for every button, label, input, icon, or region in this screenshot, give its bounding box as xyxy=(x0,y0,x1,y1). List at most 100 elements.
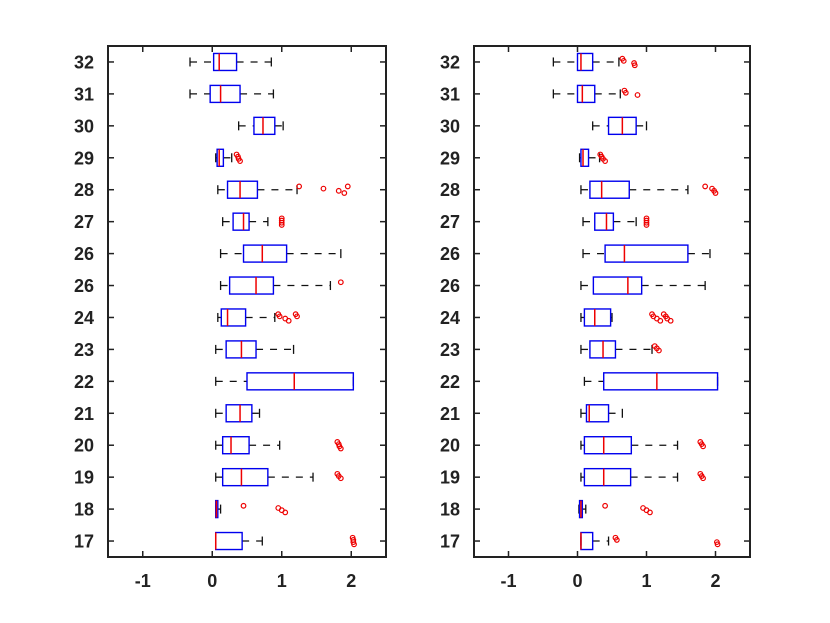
y-tick-label: 31 xyxy=(440,84,460,104)
box-iqr xyxy=(580,148,590,167)
y-tick-label: 24 xyxy=(74,308,94,328)
outlier-point xyxy=(341,190,348,196)
box-21 xyxy=(580,404,623,423)
outlier-point xyxy=(335,187,342,194)
y-tick-label: 28 xyxy=(440,180,460,200)
outlier-point xyxy=(278,219,285,226)
outlier-point xyxy=(712,190,719,196)
right-boxplot-panel: 32 31 30 29 28 27 26 26 24 23 22 21 20 19 18 17 -1 0 1 2 xyxy=(440,45,751,591)
box-19 xyxy=(215,467,344,487)
y-tick-label: 19 xyxy=(74,468,94,488)
box-iqr xyxy=(246,372,355,391)
box-32 xyxy=(552,52,638,72)
x-tick-label: 1 xyxy=(277,571,287,591)
outlier-point xyxy=(634,92,641,98)
box-31 xyxy=(552,84,641,104)
y-tick-label: 27 xyxy=(74,212,94,232)
outlier-point xyxy=(296,183,303,190)
box-iqr xyxy=(225,404,253,423)
y-tick-label: 20 xyxy=(440,436,460,456)
outlier-point xyxy=(337,475,344,482)
outlier-point xyxy=(602,158,608,164)
outlier-point xyxy=(337,279,344,286)
box-27 xyxy=(582,212,650,231)
x-tick-label: 1 xyxy=(641,571,651,591)
y-tick-label: 30 xyxy=(440,116,460,136)
y-tick-label: 26 xyxy=(440,276,460,296)
box-iqr xyxy=(228,276,275,295)
box-27 xyxy=(222,212,285,231)
y-tick-label: 27 xyxy=(440,212,460,232)
box-iqr xyxy=(220,308,247,327)
box-21 xyxy=(215,404,261,423)
box-iqr xyxy=(209,84,241,104)
y-tick-label: 26 xyxy=(74,276,94,296)
box-iqr xyxy=(583,436,633,455)
box-iqr xyxy=(576,84,596,104)
y-tick-label: 23 xyxy=(440,340,460,360)
box-17 xyxy=(214,531,357,551)
y-tick-label: 17 xyxy=(74,532,94,552)
outlier-point xyxy=(285,317,292,324)
box-iqr xyxy=(226,180,259,199)
left-boxplot-panel: 32 31 30 29 28 27 26 26 24 23 22 21 20 19 18 17 -1 0 1 2 xyxy=(74,45,387,591)
box-iqr xyxy=(604,244,689,263)
outlier-point xyxy=(294,313,300,320)
y-tick-label: 23 xyxy=(74,340,94,360)
box-31 xyxy=(189,84,275,104)
box-iqr xyxy=(232,212,250,231)
box-29 xyxy=(215,148,243,167)
box-19 xyxy=(580,467,706,487)
box-26 xyxy=(219,244,342,263)
box-iqr xyxy=(216,148,225,167)
outlier-point xyxy=(237,158,243,164)
box-28 xyxy=(580,180,719,199)
box-26 xyxy=(582,244,711,263)
outlier-point xyxy=(620,57,627,64)
y-tick-label: 32 xyxy=(74,52,94,72)
outlier-point xyxy=(602,502,608,509)
box-iqr xyxy=(583,308,612,327)
y-tick-label: 29 xyxy=(74,148,94,168)
outlier-point xyxy=(700,443,706,450)
plot-frame xyxy=(473,45,751,558)
y-tick-label: 28 xyxy=(74,180,94,200)
x-tick-label: -1 xyxy=(500,571,516,591)
outlier-point xyxy=(351,541,357,548)
plot-frame xyxy=(107,45,387,558)
outlier-point xyxy=(344,183,351,190)
y-tick-label: 18 xyxy=(440,500,460,520)
outlier-point xyxy=(337,445,344,452)
outlier-point xyxy=(657,317,664,324)
outlier-point xyxy=(702,183,709,190)
y-tick-label: 29 xyxy=(440,148,460,168)
box-iqr xyxy=(242,244,288,263)
outlier-point xyxy=(320,185,327,192)
y-tick-label: 24 xyxy=(440,308,460,328)
box-iqr xyxy=(212,52,238,72)
y-tick-label: 19 xyxy=(440,468,460,488)
box-20 xyxy=(215,436,344,455)
box-17 xyxy=(580,531,721,551)
outlier-point xyxy=(276,313,283,320)
outlier-point xyxy=(643,222,650,228)
box-30 xyxy=(238,116,284,136)
box-23 xyxy=(580,340,662,359)
y-tick-label: 17 xyxy=(440,532,460,552)
box-18 xyxy=(578,499,653,519)
x-tick-label: 2 xyxy=(710,571,720,591)
x-tick-label: 2 xyxy=(346,571,356,591)
x-tick-label: 0 xyxy=(207,571,217,591)
box-iqr xyxy=(576,52,594,72)
box-iqr xyxy=(594,212,615,231)
x-tick-label: -1 xyxy=(135,571,151,591)
outlier-point xyxy=(643,219,650,226)
y-tick-label: 26 xyxy=(74,244,94,264)
outlier-point xyxy=(667,317,674,324)
box-32 xyxy=(189,52,272,72)
x-tick-label: 0 xyxy=(572,571,582,591)
box-iqr xyxy=(585,404,610,423)
box-24 xyxy=(580,308,674,327)
y-tick-label: 21 xyxy=(74,404,94,424)
box-23 xyxy=(215,340,295,359)
